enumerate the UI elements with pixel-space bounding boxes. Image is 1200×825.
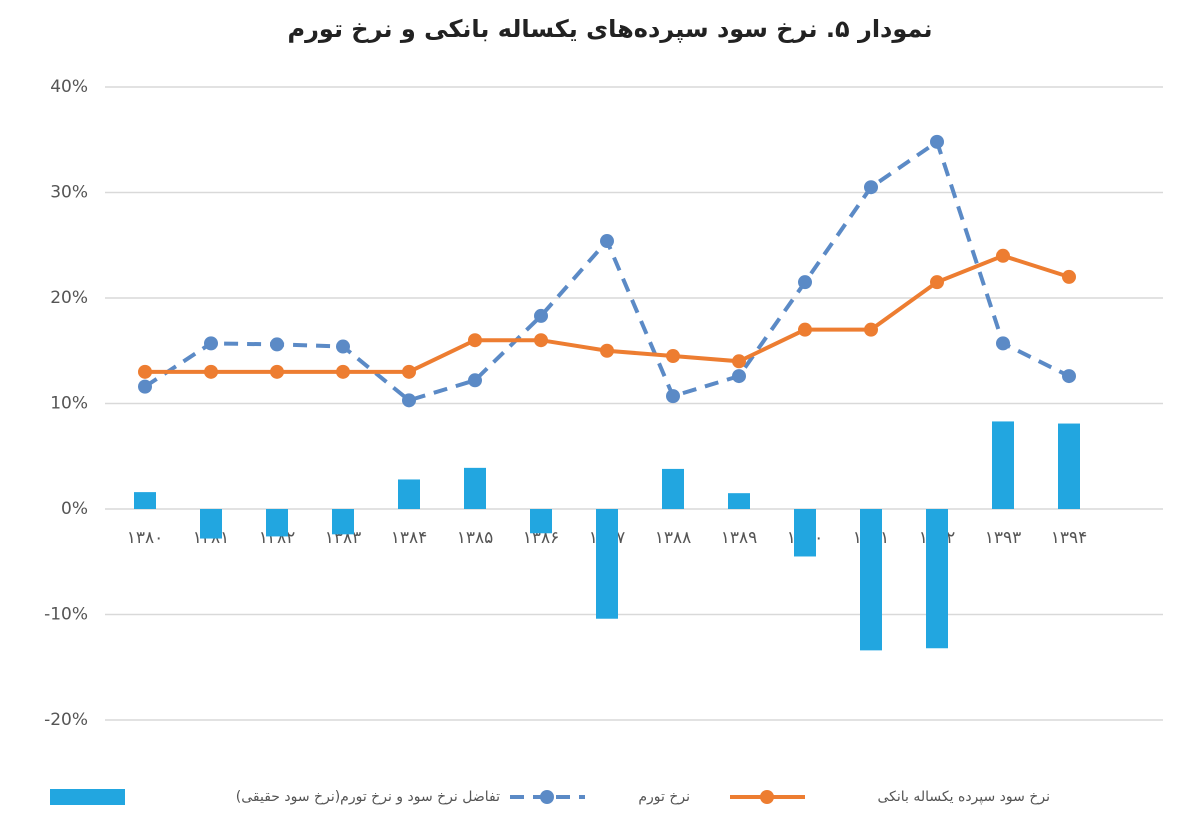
line-marker	[864, 322, 878, 337]
y-tick-label: -20%	[44, 710, 88, 730]
line-marker	[336, 339, 350, 354]
line-marker	[600, 234, 614, 249]
x-tick-label: ۱۳۹۳	[985, 528, 1022, 548]
bar	[662, 468, 684, 509]
line-marker	[336, 364, 350, 379]
bar	[398, 479, 420, 509]
bar	[596, 509, 618, 619]
y-tick-label: -10%	[44, 605, 88, 625]
bar	[992, 421, 1014, 509]
y-tick-label: 20%	[50, 288, 88, 308]
y-tick-label: 40%	[50, 77, 88, 97]
line-marker	[270, 337, 284, 352]
line-marker	[864, 180, 878, 195]
line-marker	[996, 336, 1010, 351]
line-marker	[798, 322, 812, 337]
legend-label: نرخ تورم	[638, 789, 690, 805]
bar	[530, 509, 552, 534]
legend-swatch-marker	[540, 790, 554, 804]
line-marker	[732, 369, 746, 384]
bar	[1058, 423, 1080, 509]
bar	[332, 509, 354, 535]
chart-title: نمودار ۵. نرخ سود سپرده‌های یکساله بانکی…	[287, 15, 932, 43]
line-marker	[468, 333, 482, 348]
line-marker	[138, 379, 152, 394]
line-marker	[1062, 269, 1076, 284]
bar	[728, 493, 750, 509]
line-marker	[996, 248, 1010, 263]
y-tick-label: 30%	[50, 183, 88, 203]
line-marker	[600, 343, 614, 358]
line-marker	[666, 389, 680, 404]
legend-swatch-marker	[760, 790, 774, 804]
line-marker	[534, 308, 548, 323]
line-marker	[666, 349, 680, 364]
line-marker	[204, 336, 218, 351]
line-marker	[1062, 369, 1076, 384]
bar	[464, 467, 486, 509]
bar	[266, 509, 288, 537]
x-tick-label: ۱۳۸۴	[391, 528, 428, 548]
y-tick-label: 10%	[50, 394, 88, 414]
y-tick-label: 0%	[61, 499, 88, 519]
legend-swatch	[50, 789, 125, 805]
bar	[926, 509, 948, 649]
bar	[134, 492, 156, 509]
bar	[794, 509, 816, 557]
legend-label: تفاضل نرخ سود و نرخ تورم(نرخ سود حقیقی)	[236, 789, 500, 805]
x-tick-label: ۱۳۸۸	[655, 528, 692, 548]
x-tick-label: ۱۳۹۴	[1051, 528, 1088, 548]
line-marker	[534, 333, 548, 348]
x-tick-label: ۱۳۸۵	[457, 528, 494, 548]
line-marker	[930, 134, 944, 149]
line-marker	[732, 354, 746, 369]
legend-label: نرخ سود سپرده یکساله بانکی	[877, 789, 1050, 805]
line-marker	[402, 393, 416, 408]
x-tick-label: ۱۳۸۹	[721, 528, 758, 548]
line-marker	[204, 364, 218, 379]
line-marker	[798, 275, 812, 290]
line-marker	[468, 373, 482, 388]
line-marker	[270, 364, 284, 379]
bar	[860, 509, 882, 651]
x-tick-label: ۱۳۸۰	[127, 528, 164, 548]
line-marker	[402, 364, 416, 379]
line-marker	[930, 275, 944, 290]
line-marker	[138, 364, 152, 379]
bar	[200, 509, 222, 539]
